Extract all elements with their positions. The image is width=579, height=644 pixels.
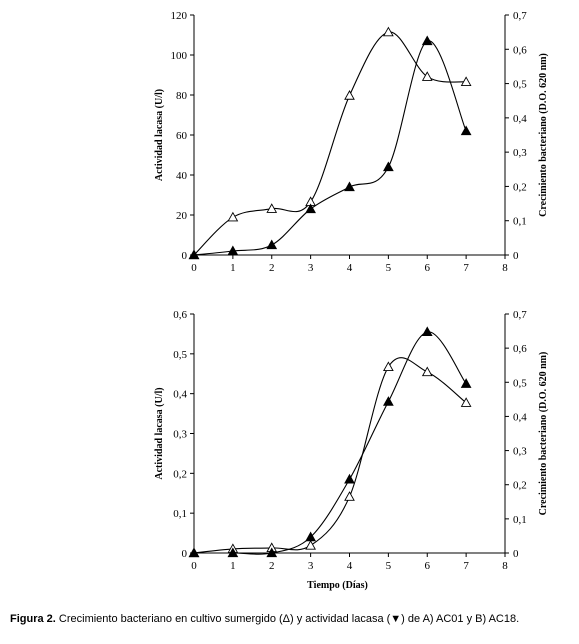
- y-right-tick-label: 0,6: [513, 44, 527, 56]
- data-point-filled-triangle: [421, 35, 433, 46]
- y-right-axis-title: Crecimiento bacteriano (D.O. 620 nm): [538, 53, 549, 217]
- caption-label: Figura 2.: [10, 613, 56, 625]
- y-left-tick-label: 0,6: [173, 309, 187, 321]
- y-right-tick-label: 0,7: [513, 10, 527, 22]
- series-line-filled-triangle: [194, 331, 467, 555]
- figure-caption: Figura 2. Crecimiento bacteriano en cult…: [10, 613, 575, 625]
- chart-panel-0: 0 1 2 3 4 5 6 7 802040608010012000,10,20,30,40,5…: [154, 10, 549, 274]
- x-tick-label: 8: [502, 262, 508, 274]
- x-tick-label: 5: [386, 262, 392, 274]
- y-left-axis-title: Actividad lacasa (U/l): [154, 89, 165, 181]
- data-point-filled-triangle: [383, 161, 394, 172]
- y-left-tick-label: 0: [182, 548, 188, 560]
- x-tick-label: 0: [191, 560, 197, 572]
- x-tick-label: 7: [463, 262, 469, 274]
- data-point-filled-triangle: [344, 473, 355, 484]
- x-tick-label: 3: [308, 560, 314, 572]
- data-point-filled-triangle: [460, 378, 472, 388]
- x-tick-label: 1: [230, 560, 236, 572]
- data-point-open-triangle: [421, 366, 433, 377]
- x-tick-label: 2: [269, 262, 275, 274]
- data-point-filled-triangle: [421, 326, 433, 337]
- y-left-tick-label: 0,3: [173, 429, 187, 441]
- data-point-filled-triangle: [460, 125, 472, 136]
- y-left-tick-label: 20: [176, 210, 188, 222]
- data-point-filled-triangle: [305, 531, 316, 542]
- y-left-tick-label: 40: [176, 170, 188, 182]
- y-right-tick-label: 0,1: [513, 514, 527, 526]
- x-tick-label: 3: [308, 262, 314, 274]
- x-tick-label: 6: [425, 560, 431, 572]
- x-tick-label: 7: [463, 560, 469, 572]
- data-point-open-triangle: [227, 211, 239, 222]
- series-line-open-triangle: [193, 31, 467, 256]
- data-point-filled-triangle: [383, 396, 394, 406]
- y-left-tick-label: 0,4: [173, 389, 187, 401]
- data-point-open-triangle: [460, 397, 472, 407]
- y-left-tick-label: 0,2: [173, 468, 187, 480]
- y-left-tick-label: 0,5: [173, 349, 187, 361]
- y-right-tick-label: 0,3: [513, 147, 527, 159]
- y-left-tick-label: 60: [176, 130, 188, 142]
- data-point-filled-triangle: [344, 181, 355, 192]
- data-point-open-triangle: [421, 71, 433, 81]
- y-right-tick-label: 0,1: [513, 216, 527, 228]
- data-point-filled-triangle: [305, 203, 316, 214]
- y-left-tick-label: 100: [171, 50, 188, 62]
- caption-text: Crecimiento bacteriano en cultivo sumerg…: [55, 613, 520, 625]
- data-point-filled-triangle: [266, 547, 278, 558]
- data-point-open-triangle: [305, 539, 316, 550]
- series-line-filled-triangle: [193, 40, 467, 256]
- data-point-filled-triangle: [227, 547, 239, 558]
- y-left-tick-label: 0: [182, 250, 188, 262]
- y-right-tick-label: 0: [513, 250, 519, 262]
- data-point-open-triangle: [344, 491, 355, 501]
- y-right-tick-label: 0,4: [513, 113, 527, 125]
- data-point-open-triangle: [344, 90, 355, 100]
- data-point-filled-triangle: [266, 239, 278, 250]
- data-point-filled-triangle: [227, 245, 239, 256]
- x-tick-label: 6: [425, 262, 431, 274]
- data-point-filled-triangle: [188, 249, 200, 260]
- y-right-tick-label: 0,7: [513, 309, 527, 321]
- x-tick-label: 4: [347, 560, 353, 572]
- y-left-tick-label: 120: [171, 10, 188, 22]
- y-right-tick-label: 0: [513, 548, 519, 560]
- chart-panel-1: 0 1 2 3 4 5 6 7 800,10,20,30,40,50,600,10,20,30,…: [154, 309, 549, 591]
- y-right-tick-label: 0,3: [513, 446, 527, 458]
- y-right-tick-label: 0,5: [513, 377, 527, 389]
- y-left-tick-label: 80: [176, 90, 188, 102]
- x-tick-label: 2: [269, 560, 275, 572]
- x-tick-label: 0: [191, 262, 197, 274]
- x-tick-label: 5: [386, 560, 392, 572]
- data-point-open-triangle: [383, 361, 394, 372]
- x-axis-title: Tiempo (Días): [307, 580, 368, 591]
- y-right-tick-label: 0,2: [513, 480, 527, 492]
- y-left-tick-label: 0,1: [173, 508, 187, 520]
- y-right-tick-label: 0,6: [513, 343, 527, 355]
- y-right-axis-title: Crecimiento bacteriano (D.O. 620 nm): [538, 352, 549, 516]
- x-tick-label: 1: [230, 262, 236, 274]
- y-right-tick-label: 0,4: [513, 411, 527, 423]
- data-point-open-triangle: [266, 203, 278, 213]
- x-tick-label: 4: [347, 262, 353, 274]
- y-right-tick-label: 0,2: [513, 181, 527, 193]
- x-tick-label: 8: [502, 560, 508, 572]
- series-line-open-triangle: [193, 357, 467, 554]
- data-point-filled-triangle: [188, 547, 200, 558]
- data-point-open-triangle: [383, 26, 394, 37]
- y-left-axis-title: Actividad lacasa (U/l): [154, 387, 165, 479]
- data-point-open-triangle: [460, 76, 472, 86]
- y-right-tick-label: 0,5: [513, 79, 527, 91]
